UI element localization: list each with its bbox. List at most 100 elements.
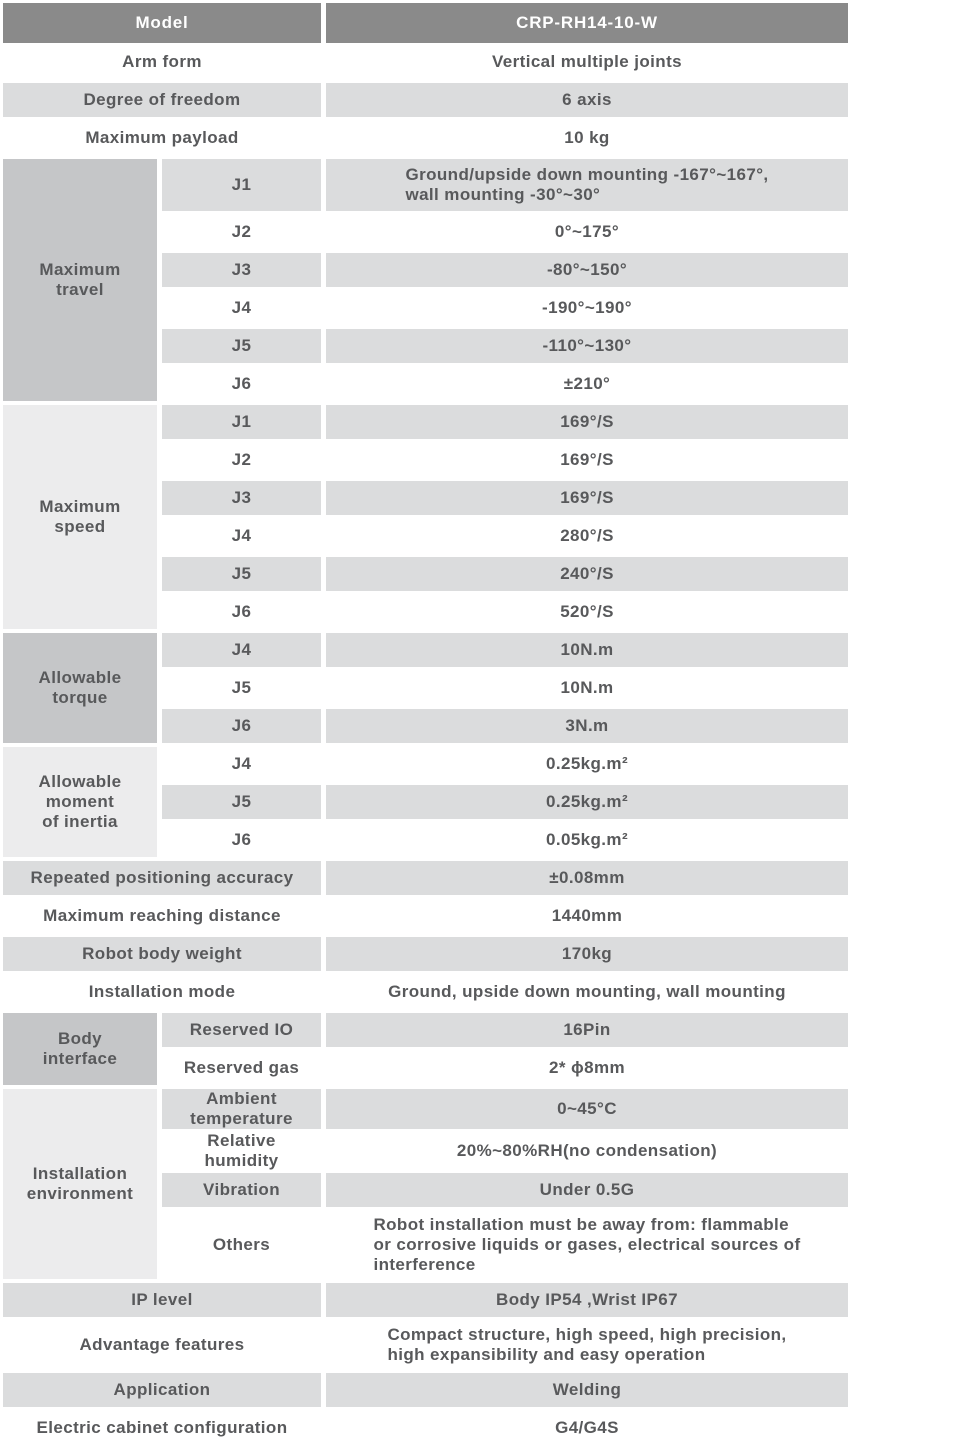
group-label-cell-text: Maximum travel	[39, 260, 121, 299]
row-value-cell-text: 20%~80%RH(no condensation)	[456, 1141, 718, 1160]
row-value-cell-text: 10N.m	[560, 678, 614, 697]
table-section: Allowable moment of inertia J4 0.25kg.m² J5…	[3, 745, 850, 859]
row-value-cell-text: Body IP54 ,Wrist IP67	[496, 1290, 678, 1309]
row-label-cell-text: Advantage features	[79, 1335, 245, 1354]
sub-label-cell: J4	[162, 517, 321, 555]
row-label-cell-text: Application	[113, 1380, 211, 1399]
sub-label-cell-text: Reserved gas	[183, 1058, 300, 1077]
row-value-cell: 20%~80%RH(no condensation)	[326, 1131, 848, 1171]
row-value-cell-text: 169°/S	[560, 450, 614, 469]
model-value-cell: CRP-RH14-10-W	[326, 3, 848, 43]
row-value-cell-text: 6 axis	[562, 90, 612, 109]
sub-label-cell-text: Vibration	[203, 1180, 280, 1199]
row-label-cell-text: Maximum payload	[85, 128, 239, 147]
row-label-cell: Arm form	[3, 43, 321, 81]
row-value-cell: Body IP54 ,Wrist IP67	[326, 1281, 848, 1319]
sub-label-cell: J6	[162, 821, 321, 859]
group-label-cell: Maximum travel	[3, 157, 157, 403]
row-label-cell-text: Repeated positioning accuracy	[30, 868, 294, 887]
sub-label-cell-text: J3	[231, 488, 252, 507]
sub-label-cell-text: J6	[231, 716, 252, 735]
table-section: Maximum travel J1 Ground/upside down mount…	[3, 157, 850, 403]
table-section: Installation environment Ambient temperat…	[3, 1087, 850, 1281]
row-value-cell: 169°/S	[326, 441, 848, 479]
row-value-cell-text: 10N.m	[560, 640, 614, 659]
row-label-cell-text: Robot body weight	[82, 944, 242, 963]
row-value-cell: 6 axis	[326, 81, 848, 119]
row-value-cell: Robot installation must be away from: fl…	[326, 1209, 848, 1281]
table-row: Degree of freedom 6 axis	[3, 81, 850, 119]
group-label-cell: Allowable torque	[3, 631, 157, 745]
sub-label-cell-text: J3	[231, 260, 252, 279]
row-value-cell: 16Pin	[326, 1011, 848, 1049]
row-value-cell-text: 10 kg	[564, 128, 610, 147]
row-value-cell: -80°~150°	[326, 251, 848, 289]
table-row: Maximum payload 10 kg	[3, 119, 850, 157]
row-value-cell: 3N.m	[326, 707, 848, 745]
row-label-cell: Degree of freedom	[3, 81, 321, 119]
row-value-cell: 169°/S	[326, 479, 848, 517]
row-label-cell-text: IP level	[131, 1290, 193, 1309]
sub-label-cell-text: J1	[231, 412, 252, 431]
sub-label-cell-text: J4	[231, 754, 252, 773]
row-value-cell: 0~45°C	[326, 1087, 848, 1131]
row-value-cell: 280°/S	[326, 517, 848, 555]
row-value-cell-text: 0°~175°	[554, 222, 620, 241]
sub-label-cell: J5	[162, 669, 321, 707]
sub-label-cell: J3	[162, 479, 321, 517]
sub-label-cell: Ambient temperature	[162, 1087, 321, 1131]
sub-label-cell-text: J2	[231, 222, 252, 241]
row-value-cell-text: 170kg	[561, 944, 613, 963]
group-label-cell-text: Allowable torque	[38, 668, 122, 707]
sub-label-cell: J4	[162, 745, 321, 783]
group-label-cell: Body interface	[3, 1011, 157, 1087]
sub-label-cell-text: Ambient temperature	[190, 1089, 293, 1128]
row-value-cell: 240°/S	[326, 555, 848, 593]
row-value-cell: 169°/S	[326, 403, 848, 441]
row-value-cell: 10N.m	[326, 631, 848, 669]
row-value-cell-text: 1440mm	[551, 906, 623, 925]
row-value-cell-text: 16Pin	[563, 1020, 611, 1039]
row-value-cell-text: Ground/upside down mounting -167°~167°, …	[405, 165, 769, 204]
row-value-cell: 0.05kg.m²	[326, 821, 848, 859]
row-value-cell-text: ±210°	[563, 374, 611, 393]
table-row: Robot body weight 170kg	[3, 935, 850, 973]
table-row: Advantage features Compact structure, hig…	[3, 1319, 850, 1371]
row-label-cell-text: Maximum reaching distance	[43, 906, 281, 925]
sub-label-cell: J4	[162, 289, 321, 327]
row-value-cell: 170kg	[326, 935, 848, 973]
sub-label-cell-text: Relative humidity	[204, 1131, 279, 1170]
row-label-cell-text: Arm form	[122, 52, 202, 71]
group-label-cell-text: Allowable moment of inertia	[38, 772, 122, 831]
row-value-cell-text: -110°~130°	[542, 336, 632, 355]
row-value-cell-text: ±0.08mm	[549, 868, 625, 887]
row-value-cell: G4/G4S	[326, 1409, 848, 1447]
group-label-cell: Installation environment	[3, 1087, 157, 1281]
sub-label-cell: Others	[162, 1209, 321, 1281]
table-section: Maximum speed J1 169°/S J2 169°/S J3 169°/S J4 2…	[3, 403, 850, 631]
row-value-cell: 0.25kg.m²	[326, 783, 848, 821]
row-value-cell-text: 169°/S	[560, 412, 614, 431]
row-value-cell: 520°/S	[326, 593, 848, 631]
sub-label-cell: J5	[162, 327, 321, 365]
sub-label-cell: J6	[162, 593, 321, 631]
row-value-cell-text: 2* ϕ8mm	[548, 1058, 626, 1077]
row-value-cell: 1440mm	[326, 897, 848, 935]
row-value-cell: -190°~190°	[326, 289, 848, 327]
sub-label-cell-text: J4	[231, 640, 252, 659]
sub-label-cell-text: J6	[231, 374, 252, 393]
sub-label-cell-text: J6	[231, 830, 252, 849]
sub-label-cell-text: J5	[231, 336, 252, 355]
row-value-cell: 10N.m	[326, 669, 848, 707]
row-value-cell: Vertical multiple joints	[326, 43, 848, 81]
row-value-cell: 10 kg	[326, 119, 848, 157]
sub-label-cell-text: J6	[231, 602, 252, 621]
sub-label-cell-text: Others	[212, 1235, 271, 1254]
row-label-cell-text: Electric cabinet configuration	[36, 1418, 288, 1437]
sub-label-cell: J6	[162, 365, 321, 403]
row-label-cell: Maximum reaching distance	[3, 897, 321, 935]
row-value-cell: Compact structure, high speed, high prec…	[326, 1319, 848, 1371]
row-label-cell: IP level	[3, 1281, 321, 1319]
spec-rows: Arm form Vertical multiple joints Degree o…	[3, 43, 850, 1447]
sub-label-cell: J2	[162, 213, 321, 251]
